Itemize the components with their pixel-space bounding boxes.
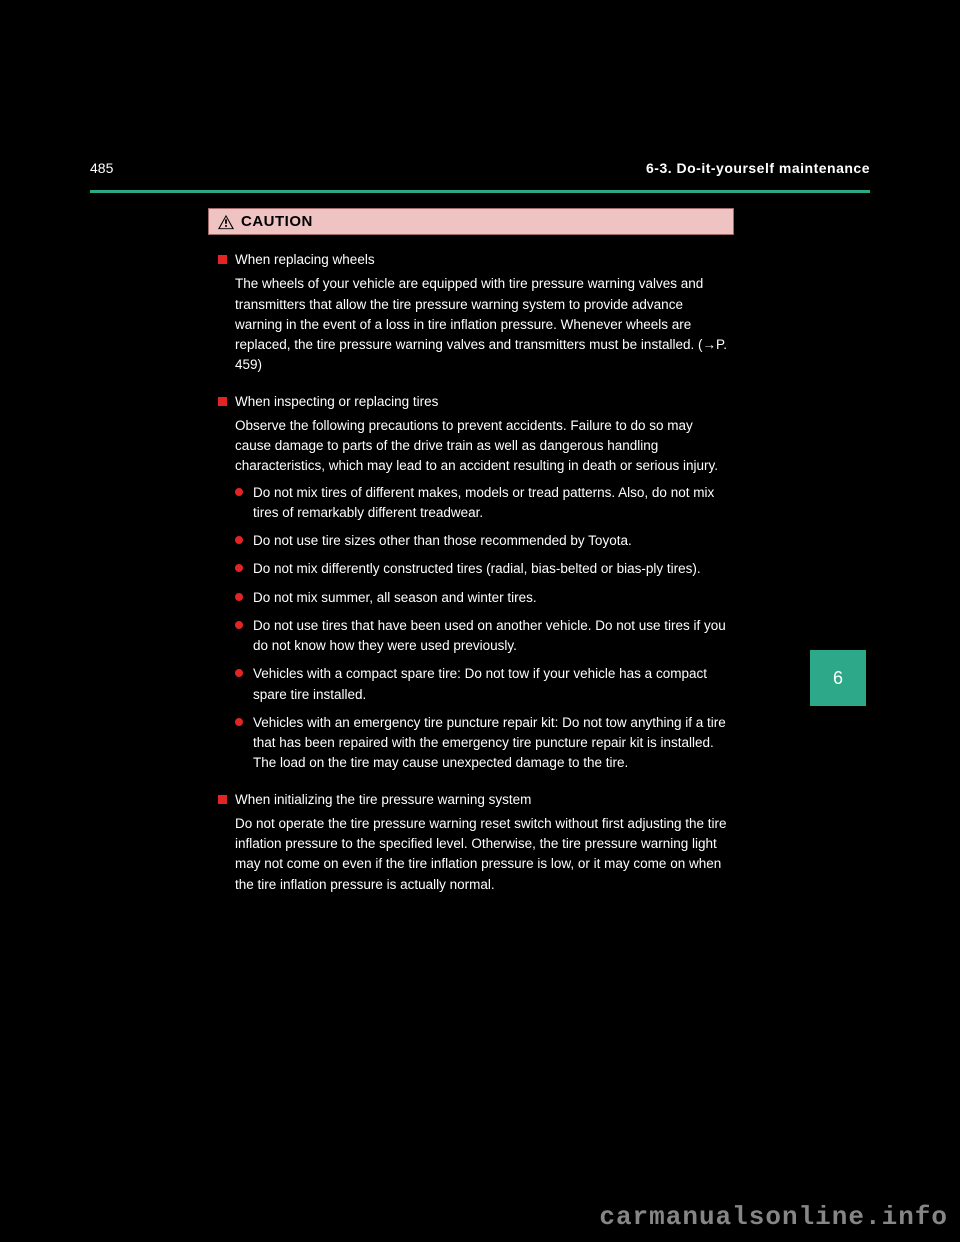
caution-section: When replacing wheels The wheels of your… [218,250,728,376]
page-header: 485 6-3. Do-it-yourself maintenance [90,160,870,176]
caution-section: When initializing the tire pressure warn… [218,790,728,895]
round-bullet-icon [235,669,243,677]
header-rule [90,190,870,193]
bullet-text: Vehicles with a compact spare tire: Do n… [253,664,728,705]
round-bullet-icon [235,564,243,572]
round-bullet-icon [235,718,243,726]
bullet-text: Do not mix differently constructed tires… [253,559,728,579]
bullet-text: Do not use tire sizes other than those r… [253,531,728,551]
section-intro: Do not operate the tire pressure warning… [235,814,728,895]
chapter-tab-label: 6 [833,668,843,689]
square-bullet-icon [218,795,227,804]
section-title: When replacing wheels [218,250,728,270]
section-title-text: When initializing the tire pressure warn… [235,790,728,810]
list-item: Do not mix tires of different makes, mod… [235,483,728,524]
list-item: Do not use tire sizes other than those r… [235,531,728,551]
round-bullet-icon [235,488,243,496]
section-title: When inspecting or replacing tires [218,392,728,412]
caution-content: When replacing wheels The wheels of your… [218,250,728,911]
manual-page: 485 6-3. Do-it-yourself maintenance CAUT… [0,0,960,1242]
section-intro: Observe the following precautions to pre… [235,416,728,477]
square-bullet-icon [218,397,227,406]
page-number: 485 [90,160,113,176]
chapter-tab: 6 [810,650,866,706]
list-item: Vehicles with a compact spare tire: Do n… [235,664,728,705]
round-bullet-icon [235,593,243,601]
watermark-text: carmanualsonline.info [599,1202,948,1232]
list-item: Do not mix differently constructed tires… [235,559,728,579]
bullet-text: Do not mix tires of different makes, mod… [253,483,728,524]
section-title-text: When inspecting or replacing tires [235,392,728,412]
round-bullet-icon [235,621,243,629]
bullet-text: Do not use tires that have been used on … [253,616,728,657]
list-item: Do not mix summer, all season and winter… [235,588,728,608]
caution-section: When inspecting or replacing tires Obser… [218,392,728,774]
square-bullet-icon [218,255,227,264]
round-bullet-icon [235,536,243,544]
section-title: When initializing the tire pressure warn… [218,790,728,810]
bullet-text: Do not mix summer, all season and winter… [253,588,728,608]
section-intro: The wheels of your vehicle are equipped … [235,274,728,375]
list-item: Do not use tires that have been used on … [235,616,728,657]
caution-header: CAUTION [208,208,734,235]
caution-label: CAUTION [241,213,313,230]
warning-triangle-icon [217,214,235,230]
list-item: Vehicles with an emergency tire puncture… [235,713,728,774]
caution-box: CAUTION [208,208,734,235]
chapter-title: 6-3. Do-it-yourself maintenance [646,160,870,176]
bullet-list: Do not mix tires of different makes, mod… [235,483,728,774]
section-title-text: When replacing wheels [235,250,728,270]
bullet-text: Vehicles with an emergency tire puncture… [253,713,728,774]
